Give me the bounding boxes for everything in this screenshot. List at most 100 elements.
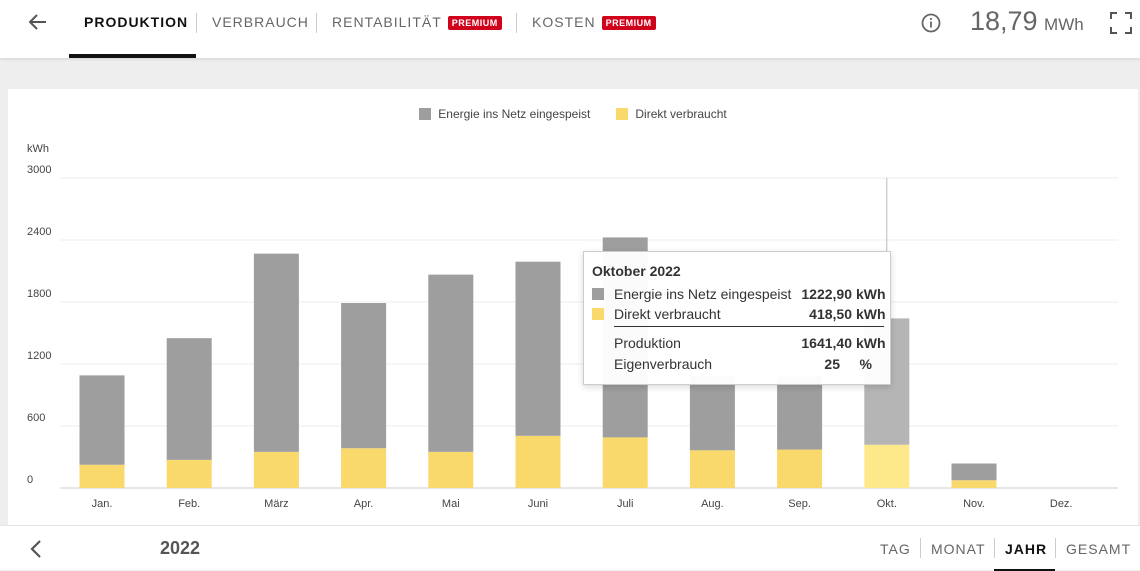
selected-year: 2022 (160, 538, 201, 558)
back-button[interactable] (22, 8, 54, 36)
bar-direkt[interactable] (689, 450, 735, 488)
bar-direkt[interactable] (341, 448, 387, 488)
total-unit: MWh (1044, 15, 1084, 34)
bar-direkt[interactable] (253, 451, 299, 488)
x-tick-label: Juli (617, 498, 634, 510)
tab-verbrauch[interactable]: VERBRAUCH (212, 0, 309, 58)
tab-divider (516, 13, 517, 33)
x-tick-label: Okt. (877, 498, 897, 510)
tooltip-label-direkt: Direkt verbraucht (614, 306, 721, 322)
bar-direkt[interactable] (428, 451, 474, 488)
tooltip-value-produktion: 1641,40 (801, 335, 852, 351)
tooltip-divider (614, 326, 884, 327)
top-bar: PRODUKTION VERBRAUCH RENTABILITÄT PREMIU… (0, 0, 1140, 58)
x-tick-label: Juni (528, 498, 548, 510)
y-tick-label: 2400 (27, 226, 51, 238)
tooltip-swatch-direkt (592, 308, 604, 320)
tooltip-unit-produktion: kWh (856, 335, 886, 351)
x-tick-label: Jan. (92, 498, 113, 510)
active-tab-indicator (69, 54, 196, 58)
period-divider (920, 538, 921, 558)
tooltip-title: Oktober 2022 (592, 263, 681, 279)
tooltip-value-direkt: 418,50 (809, 306, 852, 322)
previous-year-button[interactable] (24, 536, 50, 562)
tab-divider (316, 13, 317, 33)
period-divider (994, 538, 995, 558)
y-tick-label: 600 (27, 412, 45, 424)
chart-tooltip: Oktober 2022 Energie ins Netz eingespeis… (583, 251, 891, 385)
bar-netz[interactable] (253, 253, 299, 452)
tab-kosten-label: KOSTEN (532, 14, 596, 30)
tab-kosten[interactable]: KOSTEN PREMIUM (532, 0, 656, 58)
tooltip-row-produktion: Produktion 1641,40 kWh (592, 333, 886, 353)
tooltip-value-eigenverbrauch: 25 (824, 356, 840, 372)
tooltip-unit-direkt: kWh (856, 306, 886, 322)
bar-direkt[interactable] (602, 437, 648, 488)
legend-swatch-netz (419, 108, 432, 120)
legend-item-direkt[interactable]: Direkt verbraucht (616, 107, 727, 121)
x-tick-label: Sep. (788, 498, 811, 510)
tooltip-label-produktion: Produktion (614, 335, 681, 351)
bar-netz[interactable] (166, 338, 212, 460)
bar-netz[interactable] (79, 375, 125, 465)
production-bar-chart[interactable]: kWh 0 600 1200 1800 2400 3000 Jan. Feb. März Apr… (8, 89, 1138, 525)
x-tick-label: Nov. (963, 498, 985, 510)
legend-item-netz[interactable]: Energie ins Netz eingespeist (419, 107, 590, 121)
tooltip-label-eigenverbrauch: Eigenverbrauch (614, 356, 713, 372)
bar-netz[interactable] (689, 376, 735, 451)
period-jahr[interactable]: JAHR (1005, 541, 1048, 557)
total-value: 18,79 (970, 6, 1038, 36)
arrow-left-icon (28, 14, 46, 30)
bar-netz[interactable] (341, 303, 387, 449)
y-axis-unit: kWh (27, 143, 49, 155)
bar-direkt[interactable] (951, 480, 997, 488)
legend-label-direkt: Direkt verbraucht (635, 107, 727, 121)
tooltip-value-netz: 1222,90 (801, 286, 852, 302)
tab-rentabilitaet[interactable]: RENTABILITÄT PREMIUM (332, 0, 502, 58)
info-button[interactable] (920, 12, 942, 34)
bar-direkt[interactable] (515, 435, 561, 488)
y-tick-label: 3000 (27, 164, 51, 176)
period-monat[interactable]: MONAT (931, 541, 986, 557)
tab-verbrauch-label: VERBRAUCH (212, 14, 309, 30)
bar-direkt[interactable] (777, 449, 823, 488)
bar-direkt[interactable] (166, 459, 212, 488)
bar-direkt[interactable] (864, 444, 910, 488)
tooltip-row-eigenverbrauch: Eigenverbrauch 25 % (592, 354, 872, 374)
fullscreen-icon (1110, 12, 1132, 34)
chevron-left-icon (30, 540, 41, 558)
tab-produktion[interactable]: PRODUKTION (84, 0, 188, 58)
bar-netz[interactable] (515, 261, 561, 436)
tab-rentabilitaet-label: RENTABILITÄT (332, 14, 442, 30)
bottom-bar: 2022 TAG MONAT JAHR GESAMT (0, 525, 1140, 571)
x-tick-label: Mai (442, 498, 460, 510)
tab-produktion-label: PRODUKTION (84, 14, 189, 30)
period-gesamt[interactable]: GESAMT (1066, 541, 1132, 557)
x-tick-label: Aug. (701, 498, 724, 510)
y-tick-label: 1200 (27, 350, 51, 362)
bar-direkt[interactable] (79, 464, 125, 488)
chart-card: Energie ins Netz eingespeist Direkt verb… (8, 89, 1138, 525)
tooltip-label-netz: Energie ins Netz eingespeist (614, 286, 792, 302)
premium-badge: PREMIUM (447, 16, 502, 30)
tooltip-row-netz: Energie ins Netz eingespeist 1222,90 kWh (592, 284, 886, 304)
total-production: 18,79 MWh (970, 6, 1084, 37)
tooltip-unit-netz: kWh (856, 286, 886, 302)
x-tick-label: Dez. (1050, 498, 1073, 510)
legend-swatch-direkt (616, 108, 629, 120)
bar-netz[interactable] (951, 463, 997, 481)
x-tick-label: Feb. (178, 498, 200, 510)
period-divider (1055, 538, 1056, 558)
info-icon (921, 13, 941, 33)
tooltip-row-direkt: Direkt verbraucht 418,50 kWh (592, 304, 886, 324)
bar-netz[interactable] (428, 274, 474, 452)
period-tag[interactable]: TAG (880, 541, 911, 557)
tooltip-unit-eigenverbrauch: % (859, 356, 872, 372)
tooltip-swatch-netz (592, 288, 604, 300)
y-tick-label: 0 (27, 474, 33, 486)
fullscreen-button[interactable] (1108, 10, 1134, 36)
bar-netz[interactable] (777, 376, 823, 450)
y-tick-label: 1800 (27, 288, 51, 300)
tab-divider (196, 13, 197, 33)
premium-badge: PREMIUM (601, 16, 656, 30)
